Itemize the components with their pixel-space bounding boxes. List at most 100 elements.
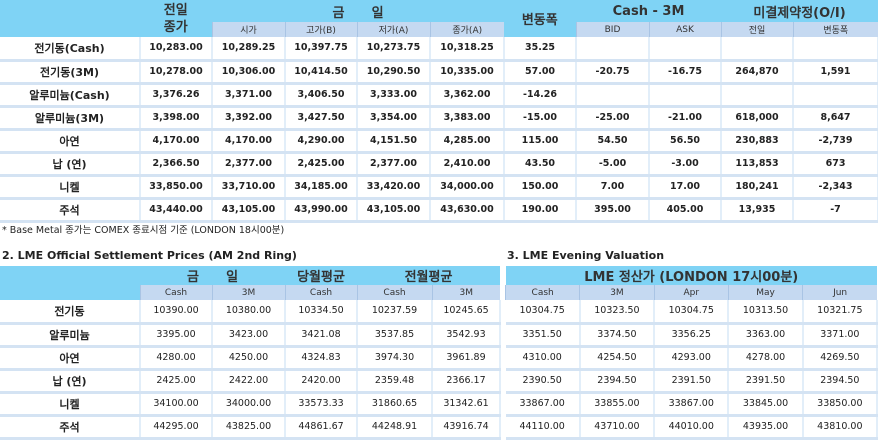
table-cell: 4250.00: [212, 346, 287, 371]
table-cell: 4280.00: [140, 346, 213, 371]
table-cell: 3421.08: [285, 323, 359, 348]
table-cell: 43,630.00: [430, 198, 506, 223]
table-row: 아연 4280.00 4250.00 4324.83 3974.30 3961.89: [0, 346, 502, 371]
bid-header: BID: [575, 22, 650, 37]
table-cell: 33573.33: [285, 392, 359, 417]
metal-label: 전기동(Cash): [0, 37, 141, 62]
table-cell: 264,870: [721, 60, 795, 85]
table-cell: 2422.00: [212, 369, 287, 394]
metal-label: 아연: [0, 129, 141, 154]
close-header: 종가(A): [429, 22, 505, 37]
table-row: 전기동(3M) 10,278.00 10,306.00 10,414.50 10,290…: [0, 60, 878, 85]
table-cell: -20.75: [576, 60, 651, 85]
table-cell: 34100.00: [140, 392, 213, 417]
table-cell: 34000.00: [212, 392, 287, 417]
table-cell: 190.00: [504, 198, 578, 223]
table-cell: 3,362.00: [430, 83, 506, 108]
table-cell: [793, 83, 878, 108]
table-cell: 10,278.00: [140, 60, 213, 85]
low-header: 저가(A): [356, 22, 430, 37]
table-cell: 10,283.00: [140, 37, 213, 62]
metal-label: 납 (연): [0, 369, 141, 394]
section-title-settlement: 2. LME Official Settlement Prices (AM 2n…: [2, 249, 297, 262]
table-cell: 10304.75: [505, 300, 581, 325]
oi-change-header: 변동폭: [792, 22, 878, 37]
table-cell: 3,383.00: [430, 106, 506, 131]
table-cell: 1,591: [793, 60, 878, 85]
table-row: 니켈 34100.00 34000.00 33573.33 31860.65 31342.…: [0, 392, 502, 417]
table-cell: 3,354.00: [357, 106, 431, 131]
table-cell: 3,406.50: [285, 83, 358, 108]
table-cell: 3351.50: [505, 323, 581, 348]
table-cell: 34,185.00: [285, 175, 358, 200]
metal-label: 납 (연): [0, 152, 141, 177]
section-title-evening: 3. LME Evening Valuation: [507, 249, 665, 262]
table-row: 주석 43,440.00 43,105.00 43,990.00 43,105.00 43…: [0, 198, 878, 223]
table-row: 2390.50 2394.50 2391.50 2391.50 2394.50: [505, 369, 878, 394]
table-cell: -21.00: [649, 106, 723, 131]
table-cell: 10380.00: [212, 300, 287, 325]
table-row: 10304.75 10323.50 10304.75 10313.50 10321.75: [505, 300, 878, 325]
table-cell: -15.00: [504, 106, 578, 131]
table-cell: 395.00: [576, 198, 651, 223]
table-cell: 8,647: [793, 106, 878, 131]
table-cell: 33,420.00: [357, 175, 431, 200]
footnote: * Base Metal 종가는 COMEX 종료시점 기준 (LONDON 1…: [2, 225, 285, 236]
table-cell: 10237.59: [357, 300, 434, 325]
table-cell: 3374.50: [579, 323, 656, 348]
table-cell: 3395.00: [140, 323, 213, 348]
table-cell: 10390.00: [140, 300, 213, 325]
change-header: 변동폭: [504, 0, 577, 37]
table-cell: 33850.00: [802, 392, 878, 417]
table-cell: 57.00: [504, 60, 578, 85]
column-header: Cash: [139, 285, 212, 300]
settlement-table: 금 일 당월평균 전월평균 Cash 3M Cash Cash 3M 전기동 10390.…: [0, 266, 502, 440]
open-interest-header: 미결제약정(O/I): [721, 0, 878, 22]
table-cell: 2,410.00: [430, 152, 506, 177]
table-cell: 10321.75: [802, 300, 878, 325]
table-cell: 4254.50: [579, 346, 656, 371]
table-row: 전기동(Cash) 10,283.00 10,289.25 10,397.75 10,2…: [0, 37, 878, 62]
table-cell: 673: [793, 152, 878, 177]
table-cell: [649, 37, 723, 62]
metal-label: 니켈: [0, 392, 141, 417]
table-cell: 2391.50: [728, 369, 804, 394]
ask-header: ASK: [648, 22, 722, 37]
table-cell: 10304.75: [654, 300, 730, 325]
metal-label: 알루미늄(Cash): [0, 83, 141, 108]
table-cell: 2420.00: [285, 369, 359, 394]
table-cell: -25.00: [576, 106, 651, 131]
table-cell: 3,371.00: [212, 83, 286, 108]
table-cell: -7: [793, 198, 878, 223]
corner-header: [0, 266, 140, 300]
table-cell: -16.75: [649, 60, 723, 85]
table-row: 알루미늄(3M) 3,398.00 3,392.00 3,427.50 3,354.00…: [0, 106, 878, 131]
table-cell: 4269.50: [802, 346, 878, 371]
open-header: 시가: [211, 22, 285, 37]
table-row: 알루미늄 3395.00 3423.00 3421.08 3537.85 3542.93: [0, 323, 502, 348]
table-cell: 2394.50: [579, 369, 656, 394]
column-header: Jun: [802, 285, 877, 300]
table-cell: 2366.17: [432, 369, 502, 394]
table-row: 전기동 10390.00 10380.00 10334.50 10237.59 10245…: [0, 300, 502, 325]
table-cell: -3.00: [649, 152, 723, 177]
table-cell: 3,333.00: [357, 83, 431, 108]
table-cell: 10,397.75: [285, 37, 358, 62]
table-cell: 113,853: [721, 152, 795, 177]
table-cell: 2390.50: [505, 369, 581, 394]
table-cell: 2394.50: [802, 369, 878, 394]
table-cell: 10,290.50: [357, 60, 431, 85]
table-cell: 2425.00: [140, 369, 213, 394]
table-cell: 43,440.00: [140, 198, 213, 223]
table-cell: 3961.89: [432, 346, 502, 371]
table-cell: 2,366.50: [140, 152, 213, 177]
table-cell: 10313.50: [728, 300, 804, 325]
table-row: 니켈 33,850.00 33,710.00 34,185.00 33,420.00 34…: [0, 175, 878, 200]
table-cell: 10,289.25: [212, 37, 286, 62]
table-cell: 10,273.75: [357, 37, 431, 62]
table-cell: 31860.65: [357, 392, 434, 417]
table-cell: 2,377.00: [357, 152, 431, 177]
table-cell: 33,710.00: [212, 175, 286, 200]
table-cell: [576, 83, 651, 108]
table-cell: 4324.83: [285, 346, 359, 371]
